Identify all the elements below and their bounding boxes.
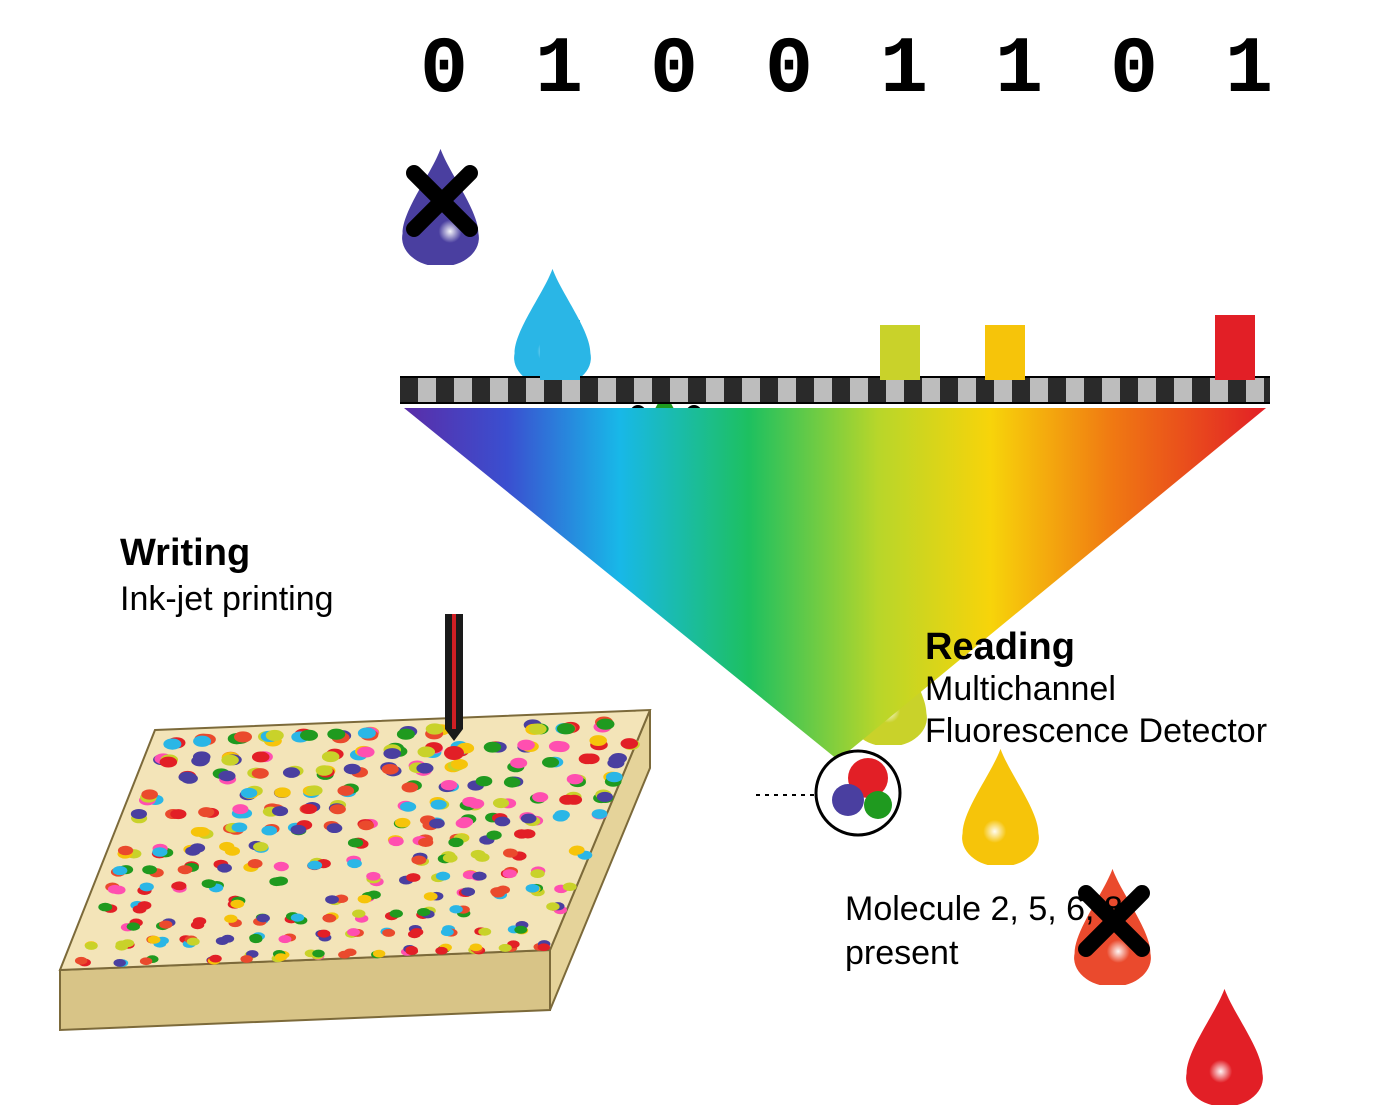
diagram-root: 01001101 Writing Ink-jet pr xyxy=(0,0,1400,1119)
drop-0 xyxy=(398,145,483,265)
writing-subtitle: Ink-jet printing xyxy=(120,580,334,619)
emission-peak-0 xyxy=(540,320,580,380)
reading-sub-2: Fluorescence Detector xyxy=(925,712,1267,751)
molecules-line-1: Molecule 2, 5, 6, 8 xyxy=(845,890,1123,929)
bit-3: 0 xyxy=(765,25,813,116)
molecules-line-2: present xyxy=(845,934,958,973)
emission-peak-2 xyxy=(985,325,1025,380)
bit-7: 1 xyxy=(1225,25,1273,116)
drop-3 xyxy=(734,505,819,625)
writing-title: Writing xyxy=(120,532,250,575)
bit-4: 1 xyxy=(880,25,928,116)
bit-0: 0 xyxy=(420,25,468,116)
reading-title: Reading xyxy=(925,626,1075,669)
emission-peak-1 xyxy=(880,325,920,380)
bit-5: 1 xyxy=(995,25,1043,116)
drop-7 xyxy=(1182,985,1267,1105)
printer-nozzle xyxy=(434,614,474,774)
drop-4 xyxy=(846,625,931,745)
bit-1: 1 xyxy=(535,25,583,116)
reading-sub-1: Multichannel xyxy=(925,670,1116,709)
bit-6: 0 xyxy=(1110,25,1158,116)
substrate-board xyxy=(50,690,660,1110)
drop-5 xyxy=(958,745,1043,865)
emission-peak-3 xyxy=(1215,315,1255,380)
spectrum-ruler xyxy=(400,310,1270,404)
bit-2: 0 xyxy=(650,25,698,116)
